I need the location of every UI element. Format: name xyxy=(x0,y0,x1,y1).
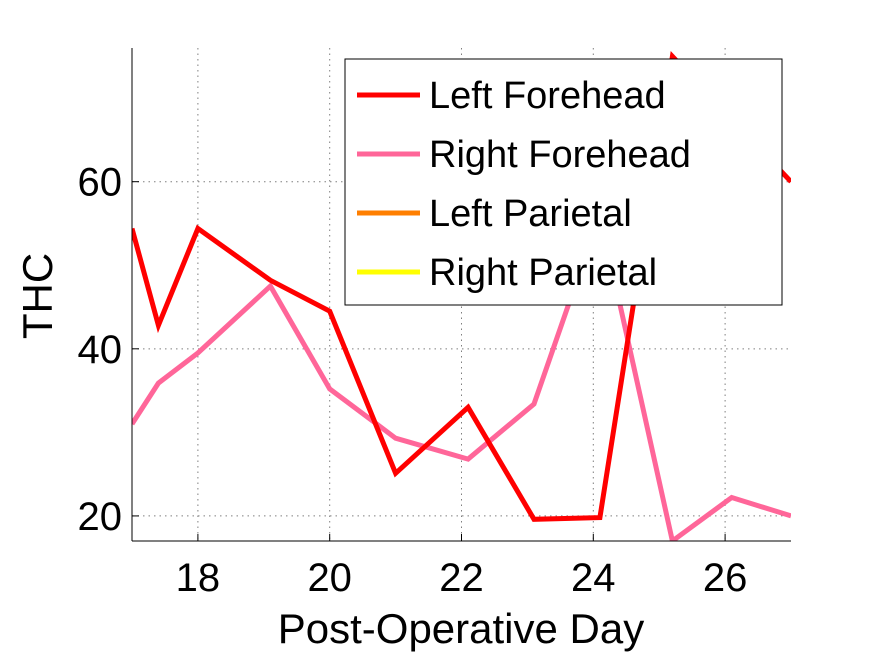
x-tick-label: 18 xyxy=(176,556,221,600)
x-tick-label: 26 xyxy=(703,556,748,600)
legend-label-right-parietal: Right Parietal xyxy=(429,252,657,294)
y-axis-label: THC xyxy=(14,253,61,339)
y-tick-label: 40 xyxy=(78,328,123,372)
series-line-right-forehead xyxy=(132,270,791,541)
series-line-left-forehead xyxy=(132,50,791,522)
legend: Left Forehead Right Forehead Left Parietal… xyxy=(344,58,783,306)
x-tick-label: 20 xyxy=(307,556,352,600)
legend-label-right-forehead: Right Forehead xyxy=(429,134,691,176)
y-tick-label: 20 xyxy=(78,495,123,539)
legend-box xyxy=(344,58,783,306)
legend-label-left-parietal: Left Parietal xyxy=(429,193,632,235)
legend-label-left-forehead: Left Forehead xyxy=(429,75,666,117)
x-tick-label: 22 xyxy=(439,556,484,600)
axes-frame xyxy=(131,48,791,542)
y-tick-label: 60 xyxy=(78,161,123,205)
series-lines xyxy=(132,50,791,541)
tick-labels: 18 20 22 24 26 20 40 60 xyxy=(78,161,748,600)
x-axis-label: Post-Operative Day xyxy=(278,605,644,652)
x-tick-label: 24 xyxy=(571,556,616,600)
